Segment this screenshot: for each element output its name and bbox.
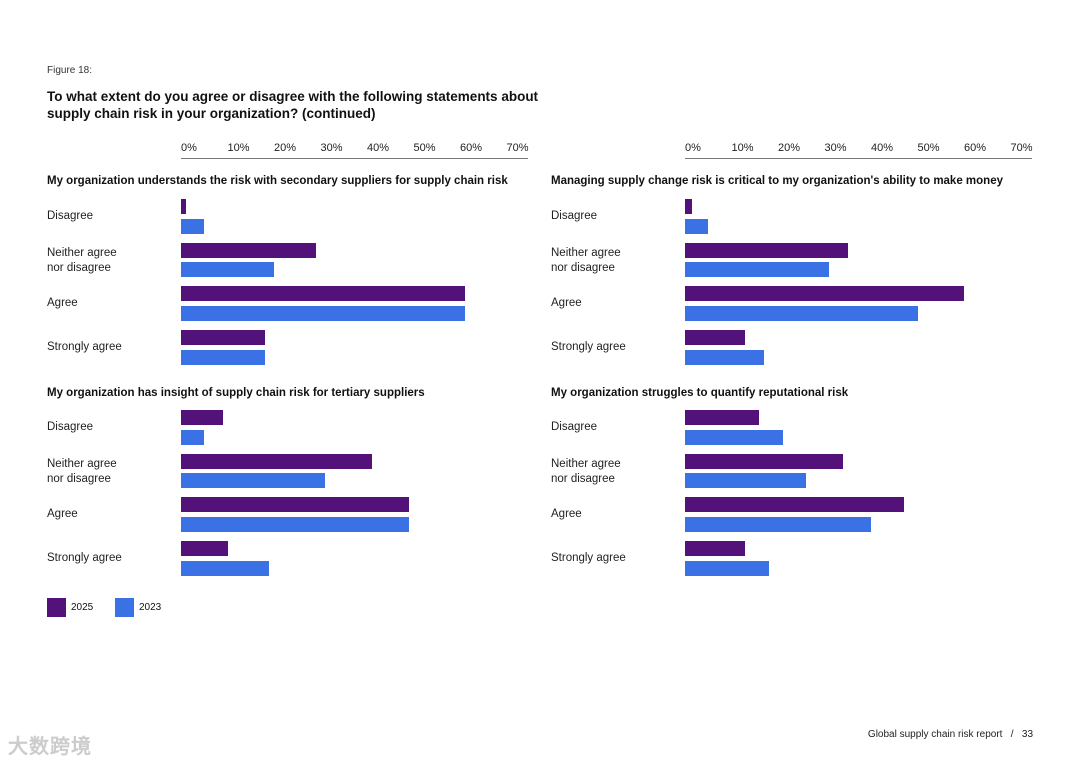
x-tick-label: 20% bbox=[274, 142, 297, 154]
x-axis: 0% 10% 20% 30% 40% 50% 60% 70% bbox=[685, 140, 1033, 159]
bar-2025 bbox=[685, 199, 692, 214]
bar-2023 bbox=[181, 429, 205, 445]
x-tick-label: 40% bbox=[871, 142, 894, 154]
chart-title: My organization struggles to quantify re… bbox=[551, 387, 849, 399]
bar-2023 bbox=[685, 560, 769, 576]
chart-title: My organization has insight of supply ch… bbox=[47, 387, 425, 399]
bar-2023 bbox=[181, 516, 409, 532]
bar-2023 bbox=[181, 218, 205, 234]
bar-2025 bbox=[685, 286, 964, 302]
x-tick-label: 50% bbox=[917, 142, 940, 154]
bar-2025 bbox=[181, 199, 186, 214]
bar-2025 bbox=[685, 330, 746, 346]
category-label: Disagree bbox=[551, 421, 598, 433]
figure-label: Figure 18: bbox=[47, 65, 93, 76]
bar-2023 bbox=[181, 349, 265, 365]
footer-page-info: Global supply chain risk report / 33 bbox=[867, 729, 1033, 740]
bar-2023 bbox=[685, 218, 709, 234]
bar-2023 bbox=[685, 262, 830, 278]
category-label: Disagree bbox=[47, 210, 94, 222]
bar-2023 bbox=[181, 473, 326, 489]
bar-2023 bbox=[685, 516, 871, 532]
category-label: Neither agree nor disagree bbox=[551, 246, 621, 274]
bar-2023 bbox=[685, 305, 918, 321]
figure-title: To what extent do you agree or disagree … bbox=[47, 89, 539, 121]
chart-title: Managing supply change risk is critical … bbox=[551, 175, 1003, 187]
x-tick-label: 0% bbox=[181, 142, 197, 154]
x-tick-label: 20% bbox=[778, 142, 801, 154]
category-label: Agree bbox=[47, 297, 78, 310]
x-tick-label: 60% bbox=[964, 142, 987, 154]
x-tick-label: 50% bbox=[413, 142, 436, 154]
legend-2025: 2025 bbox=[47, 598, 93, 617]
x-tick-label: 30% bbox=[824, 142, 847, 154]
bar-2025 bbox=[181, 497, 409, 513]
x-tick-label: 10% bbox=[227, 142, 250, 154]
bar-2025 bbox=[181, 541, 228, 557]
bar-2025 bbox=[181, 286, 465, 302]
bar-2025 bbox=[685, 453, 844, 469]
x-tick-label: 0% bbox=[685, 142, 701, 154]
bar-2025 bbox=[181, 242, 316, 258]
legend-2023: 2023 bbox=[115, 598, 161, 617]
category-label: Neither agree nor disagree bbox=[47, 457, 117, 485]
x-tick-label: 10% bbox=[731, 142, 754, 154]
category-label: Strongly agree bbox=[551, 341, 626, 354]
category-label: Disagree bbox=[47, 421, 94, 433]
bar-2025 bbox=[685, 242, 848, 258]
category-label: Agree bbox=[47, 508, 78, 521]
category-label: Agree bbox=[551, 297, 582, 310]
x-tick-label: 70% bbox=[1010, 142, 1033, 154]
bar-2023 bbox=[685, 349, 765, 365]
category-label: Neither agree nor disagree bbox=[551, 457, 621, 485]
bar-2023 bbox=[181, 560, 270, 576]
bar-2023 bbox=[181, 305, 465, 321]
category-label: Neither agree nor disagree bbox=[47, 246, 117, 274]
chart-title: My organization understands the risk wit… bbox=[47, 175, 508, 187]
x-tick-label: 70% bbox=[506, 142, 529, 154]
bar-2023 bbox=[685, 429, 783, 445]
category-label: Disagree bbox=[551, 210, 598, 222]
x-tick-label: 40% bbox=[367, 142, 390, 154]
legend-label: 2023 bbox=[139, 602, 162, 613]
x-tick-label: 60% bbox=[460, 142, 483, 154]
watermark-logo: 大数跨境 bbox=[8, 736, 92, 758]
x-axis: 0% 10% 20% 30% 40% 50% 60% 70% bbox=[181, 140, 529, 159]
bar-2025 bbox=[181, 410, 223, 425]
bar-2023 bbox=[685, 473, 806, 489]
bar-2023 bbox=[181, 262, 274, 278]
x-tick-label: 30% bbox=[320, 142, 343, 154]
category-label: Strongly agree bbox=[551, 552, 626, 565]
legend-swatch-2023 bbox=[115, 598, 134, 617]
category-label: Strongly agree bbox=[47, 552, 122, 565]
legend-label: 2025 bbox=[71, 602, 94, 613]
legend-swatch-2025 bbox=[47, 598, 66, 617]
bar-2025 bbox=[685, 497, 904, 513]
bar-2025 bbox=[685, 410, 760, 425]
category-label: Strongly agree bbox=[47, 341, 122, 354]
bar-2025 bbox=[181, 330, 265, 346]
bar-2025 bbox=[181, 453, 372, 469]
category-label: Agree bbox=[551, 508, 582, 521]
bar-2025 bbox=[685, 541, 746, 557]
